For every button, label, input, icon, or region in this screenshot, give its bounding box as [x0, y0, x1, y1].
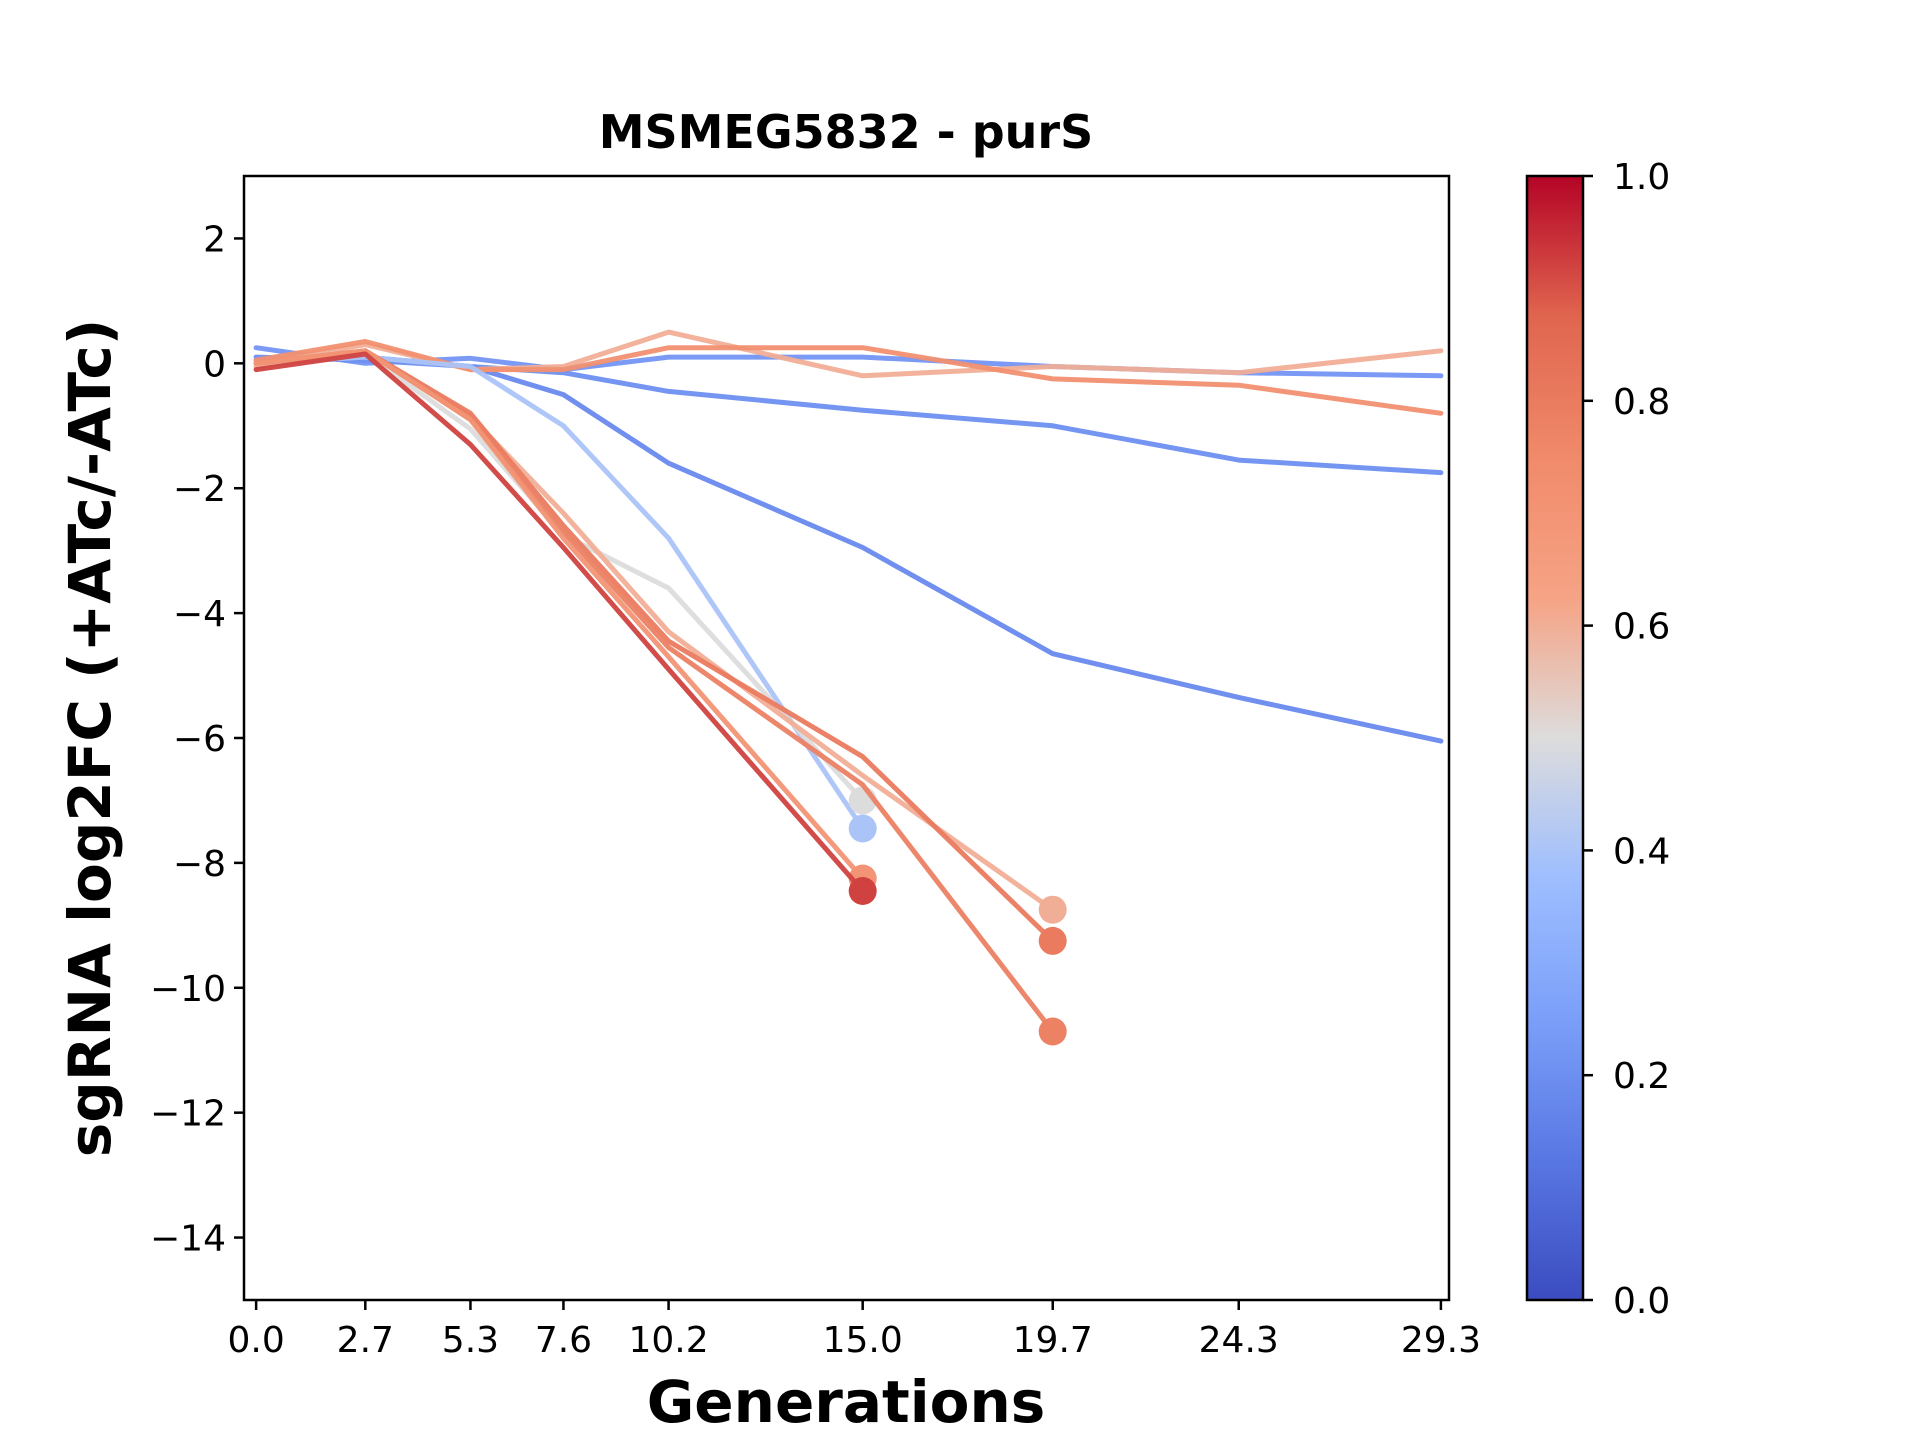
x-tick-label: 0.0 [227, 1320, 284, 1361]
series-line-4 [253, 329, 1444, 379]
series-end-point-8 [1038, 895, 1067, 924]
y-tick-label: −10 [150, 969, 226, 1010]
series-line-5 [253, 339, 1444, 416]
series-end-point-10 [1038, 1017, 1067, 1046]
colorbar-tick-label: 0.6 [1613, 607, 1670, 648]
series-line-11 [253, 348, 866, 881]
x-axis-label: Generations [647, 1368, 1046, 1436]
colorbar: 0.0 0.2 0.4 0.6 0.8 1.0 [1525, 157, 1670, 1322]
x-tick-label: 5.3 [442, 1320, 499, 1361]
plot-frame [242, 174, 1451, 1302]
y-axis-ticks: 2 0 −2 −4 −6 −8 −10 −12 −14 [150, 219, 244, 1260]
y-axis-label: sgRNA log2FC (+ATc/-ATc) [56, 319, 124, 1157]
series-line-6 [253, 354, 866, 831]
series-line-9 [253, 348, 1056, 944]
y-tick-label: −6 [173, 719, 226, 760]
colorbar-tick-label: 0.8 [1613, 382, 1670, 423]
x-tick-label: 10.2 [629, 1320, 709, 1361]
x-axis-ticks: 0.0 2.7 5.3 7.6 10.2 15.0 19.7 24.3 29.3 [227, 1300, 1481, 1361]
y-tick-label: −12 [150, 1094, 226, 1135]
y-tick-label: 0 [203, 344, 226, 385]
y-tick-label: −4 [173, 594, 226, 635]
x-tick-label: 29.3 [1401, 1320, 1481, 1361]
y-tick-label: −8 [173, 844, 226, 885]
series-end-point-9 [1038, 926, 1067, 955]
y-tick-label: −14 [150, 1219, 226, 1260]
colorbar-ticks: 0.0 0.2 0.4 0.6 0.8 1.0 [1583, 157, 1670, 1322]
colorbar-tick-label: 0.4 [1613, 831, 1670, 872]
series-line-12 [253, 351, 866, 894]
series-end-point-12 [848, 877, 877, 905]
colorbar-gradient [1525, 174, 1585, 1302]
y-tick-label: −2 [173, 469, 226, 510]
series-end-point-6 [848, 814, 877, 843]
colorbar-tick-label: 1.0 [1613, 157, 1670, 198]
plot-series [253, 329, 1444, 1046]
chart-title: MSMEG5832 - purS [599, 105, 1094, 159]
x-tick-label: 24.3 [1199, 1320, 1279, 1361]
x-tick-label: 7.6 [535, 1320, 592, 1361]
colorbar-tick-label: 0.2 [1613, 1056, 1670, 1097]
y-tick-label: 2 [203, 219, 226, 260]
x-tick-label: 19.7 [1013, 1320, 1093, 1361]
x-tick-label: 15.0 [823, 1320, 903, 1361]
colorbar-tick-label: 0.0 [1613, 1281, 1670, 1322]
x-tick-label: 2.7 [337, 1320, 394, 1361]
